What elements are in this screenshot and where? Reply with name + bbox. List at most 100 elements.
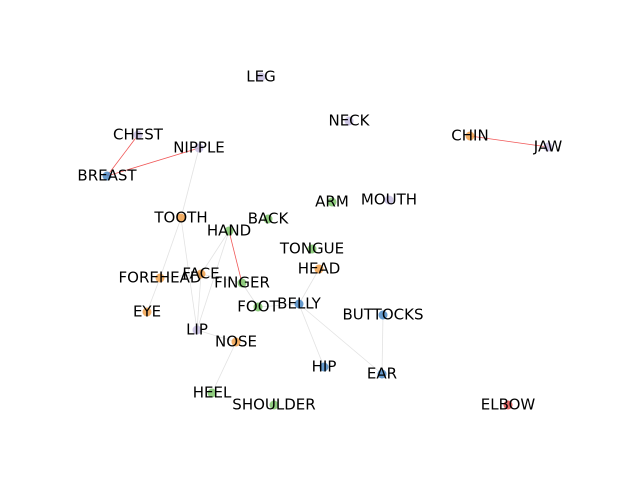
edge-finger-foot <box>241 282 259 308</box>
node-label-arm: ARM <box>315 193 349 211</box>
node-marker-belly <box>294 299 304 309</box>
node-marker-shoulder <box>269 400 279 410</box>
node-label-forehead: FOREHEAD <box>119 269 202 287</box>
node-face: FACE <box>182 265 219 283</box>
edge-face-finger <box>200 273 243 284</box>
node-marker-nipple <box>194 143 204 153</box>
node-label-neck: NECK <box>328 112 370 130</box>
node-tongue: TONGUE <box>279 240 344 258</box>
node-marker-hand <box>224 226 234 236</box>
graph-edges <box>106 134 549 394</box>
edge-belly-hip <box>298 303 325 368</box>
node-belly: BELLY <box>277 295 321 313</box>
node-label-tongue: TONGUE <box>279 240 344 258</box>
node-marker-foot <box>253 302 263 312</box>
node-mouth: MOUTH <box>361 191 417 209</box>
edge-breast-nipple <box>106 147 200 177</box>
edge-nose-heel <box>211 341 237 394</box>
edge-tooth-forehead <box>159 217 182 279</box>
edge-foot-belly <box>257 303 300 308</box>
node-marker-arm <box>327 197 337 207</box>
node-arm: ARM <box>315 193 349 211</box>
node-label-chest: CHEST <box>113 126 164 144</box>
edge-belly-ear <box>298 303 383 375</box>
node-label-hand: HAND <box>207 222 251 240</box>
node-jaw: JAW <box>533 138 563 156</box>
node-tooth: TOOTH <box>153 209 207 227</box>
node-marker-face <box>196 269 206 279</box>
node-breast: BREAST <box>77 167 137 185</box>
node-label-foot: FOOT <box>237 298 279 316</box>
edge-chin-jaw <box>469 135 549 148</box>
node-hand: HAND <box>207 222 251 240</box>
node-marker-tooth <box>176 213 186 223</box>
node-label-nipple: NIPPLE <box>173 139 225 157</box>
edge-hand-lip <box>196 230 230 331</box>
node-marker-hip <box>319 362 329 372</box>
node-nose: NOSE <box>215 333 257 351</box>
node-marker-neck <box>344 116 354 126</box>
node-marker-tongue <box>307 244 317 254</box>
node-foot: FOOT <box>237 298 279 316</box>
node-label-heel: HEEL <box>193 384 232 402</box>
graph-nodes: LEG NECK CHEST NIPPLE CHIN JAW BREAST ARM MOUTH T… <box>77 68 562 414</box>
edge-forehead-face <box>159 273 202 279</box>
node-chest: CHEST <box>113 126 164 144</box>
node-label-breast: BREAST <box>77 167 137 185</box>
node-marker-breast <box>102 171 112 181</box>
edge-lip-nose <box>196 329 237 343</box>
node-forehead: FOREHEAD <box>119 269 202 287</box>
node-marker-chin <box>465 131 475 141</box>
node-heel: HEEL <box>193 384 232 402</box>
node-neck: NECK <box>328 112 370 130</box>
node-label-eye: EYE <box>133 303 161 321</box>
node-marker-chest <box>133 130 143 140</box>
node-marker-jaw <box>543 142 553 152</box>
edge-buttocks-ear <box>381 314 384 375</box>
node-label-jaw: JAW <box>533 138 563 156</box>
node-marker-mouth <box>384 195 394 205</box>
node-label-mouth: MOUTH <box>361 191 417 209</box>
node-marker-elbow <box>503 400 513 410</box>
node-label-ear: EAR <box>367 365 397 383</box>
node-label-leg: LEG <box>246 68 275 86</box>
node-marker-nose <box>231 337 241 347</box>
node-marker-head <box>314 264 324 274</box>
node-leg: LEG <box>246 68 275 86</box>
node-marker-leg <box>256 72 266 82</box>
node-marker-finger <box>237 278 247 288</box>
node-marker-forehead <box>155 273 165 283</box>
node-label-nose: NOSE <box>215 333 257 351</box>
edge-nipple-tooth <box>180 147 200 219</box>
node-label-elbow: ELBOW <box>481 396 536 414</box>
node-label-lip: LIP <box>186 321 208 339</box>
node-back: BACK <box>248 210 290 228</box>
node-lip: LIP <box>186 321 208 339</box>
node-label-back: BACK <box>248 210 290 228</box>
edge-chest-breast <box>106 134 139 177</box>
edge-tooth-lip <box>180 217 198 331</box>
node-marker-back <box>263 214 273 224</box>
node-nipple: NIPPLE <box>173 139 225 157</box>
node-marker-heel <box>207 388 217 398</box>
edge-forehead-eye <box>146 277 161 313</box>
node-label-tooth: TOOTH <box>153 209 207 227</box>
node-ear: EAR <box>367 365 397 383</box>
node-label-shoulder: SHOULDER <box>232 396 315 414</box>
node-chin: CHIN <box>451 127 488 145</box>
node-eye: EYE <box>133 303 161 321</box>
node-label-chin: CHIN <box>451 127 488 145</box>
node-label-head: HEAD <box>298 260 341 278</box>
node-label-hip: HIP <box>312 358 337 376</box>
node-shoulder: SHOULDER <box>232 396 315 414</box>
edge-hand-face <box>200 230 230 275</box>
node-label-finger: FINGER <box>214 274 270 292</box>
node-finger: FINGER <box>214 274 270 292</box>
node-marker-ear <box>377 369 387 379</box>
node-label-belly: BELLY <box>277 295 321 313</box>
node-hip: HIP <box>312 358 337 376</box>
edge-face-lip <box>196 273 202 331</box>
node-marker-eye <box>142 307 152 317</box>
node-marker-buttocks <box>378 310 388 320</box>
